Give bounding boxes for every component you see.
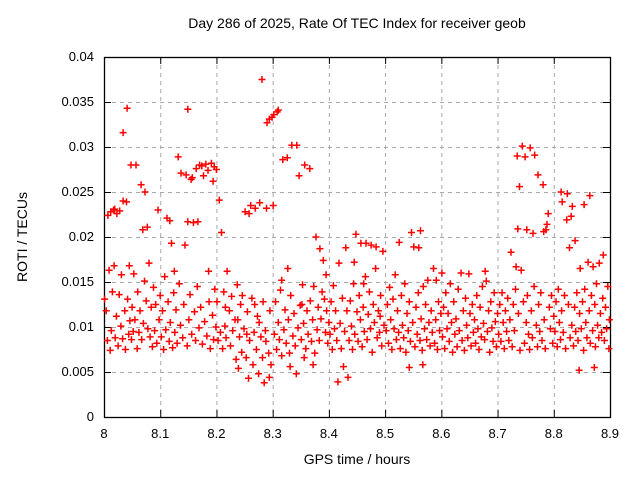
y-tick-label: 0.015 [61, 274, 94, 289]
y-tick-label: 0.02 [68, 229, 94, 244]
plot-frame [103, 56, 612, 419]
data-points [101, 76, 613, 387]
y-tick-label: 0.04 [68, 49, 94, 64]
x-axis-label: GPS time / hours [303, 451, 411, 467]
y-tick-label: 0.035 [61, 94, 94, 109]
x-tick-label: 8.6 [432, 426, 451, 441]
chart-title: Day 286 of 2025, Rate Of TEC Index for r… [188, 15, 526, 31]
y-tick-label: 0.005 [61, 364, 94, 379]
x-tick-label: 8.4 [319, 426, 338, 441]
x-tick-label: 8 [100, 426, 108, 441]
x-tick-label: 8.2 [207, 426, 226, 441]
x-tick-label: 8.7 [488, 426, 507, 441]
y-tick-label: 0.03 [68, 139, 94, 154]
x-tick-label: 8.8 [544, 426, 563, 441]
y-tick-label: 0.025 [61, 184, 94, 199]
x-tick-label: 8.3 [263, 426, 282, 441]
y-tick-label: 0.01 [68, 319, 94, 334]
y-tick-label: 0 [86, 409, 94, 424]
x-tick-label: 8.9 [600, 426, 620, 441]
x-tick-label: 8.5 [376, 426, 395, 441]
x-tick-label: 8.1 [151, 426, 170, 441]
